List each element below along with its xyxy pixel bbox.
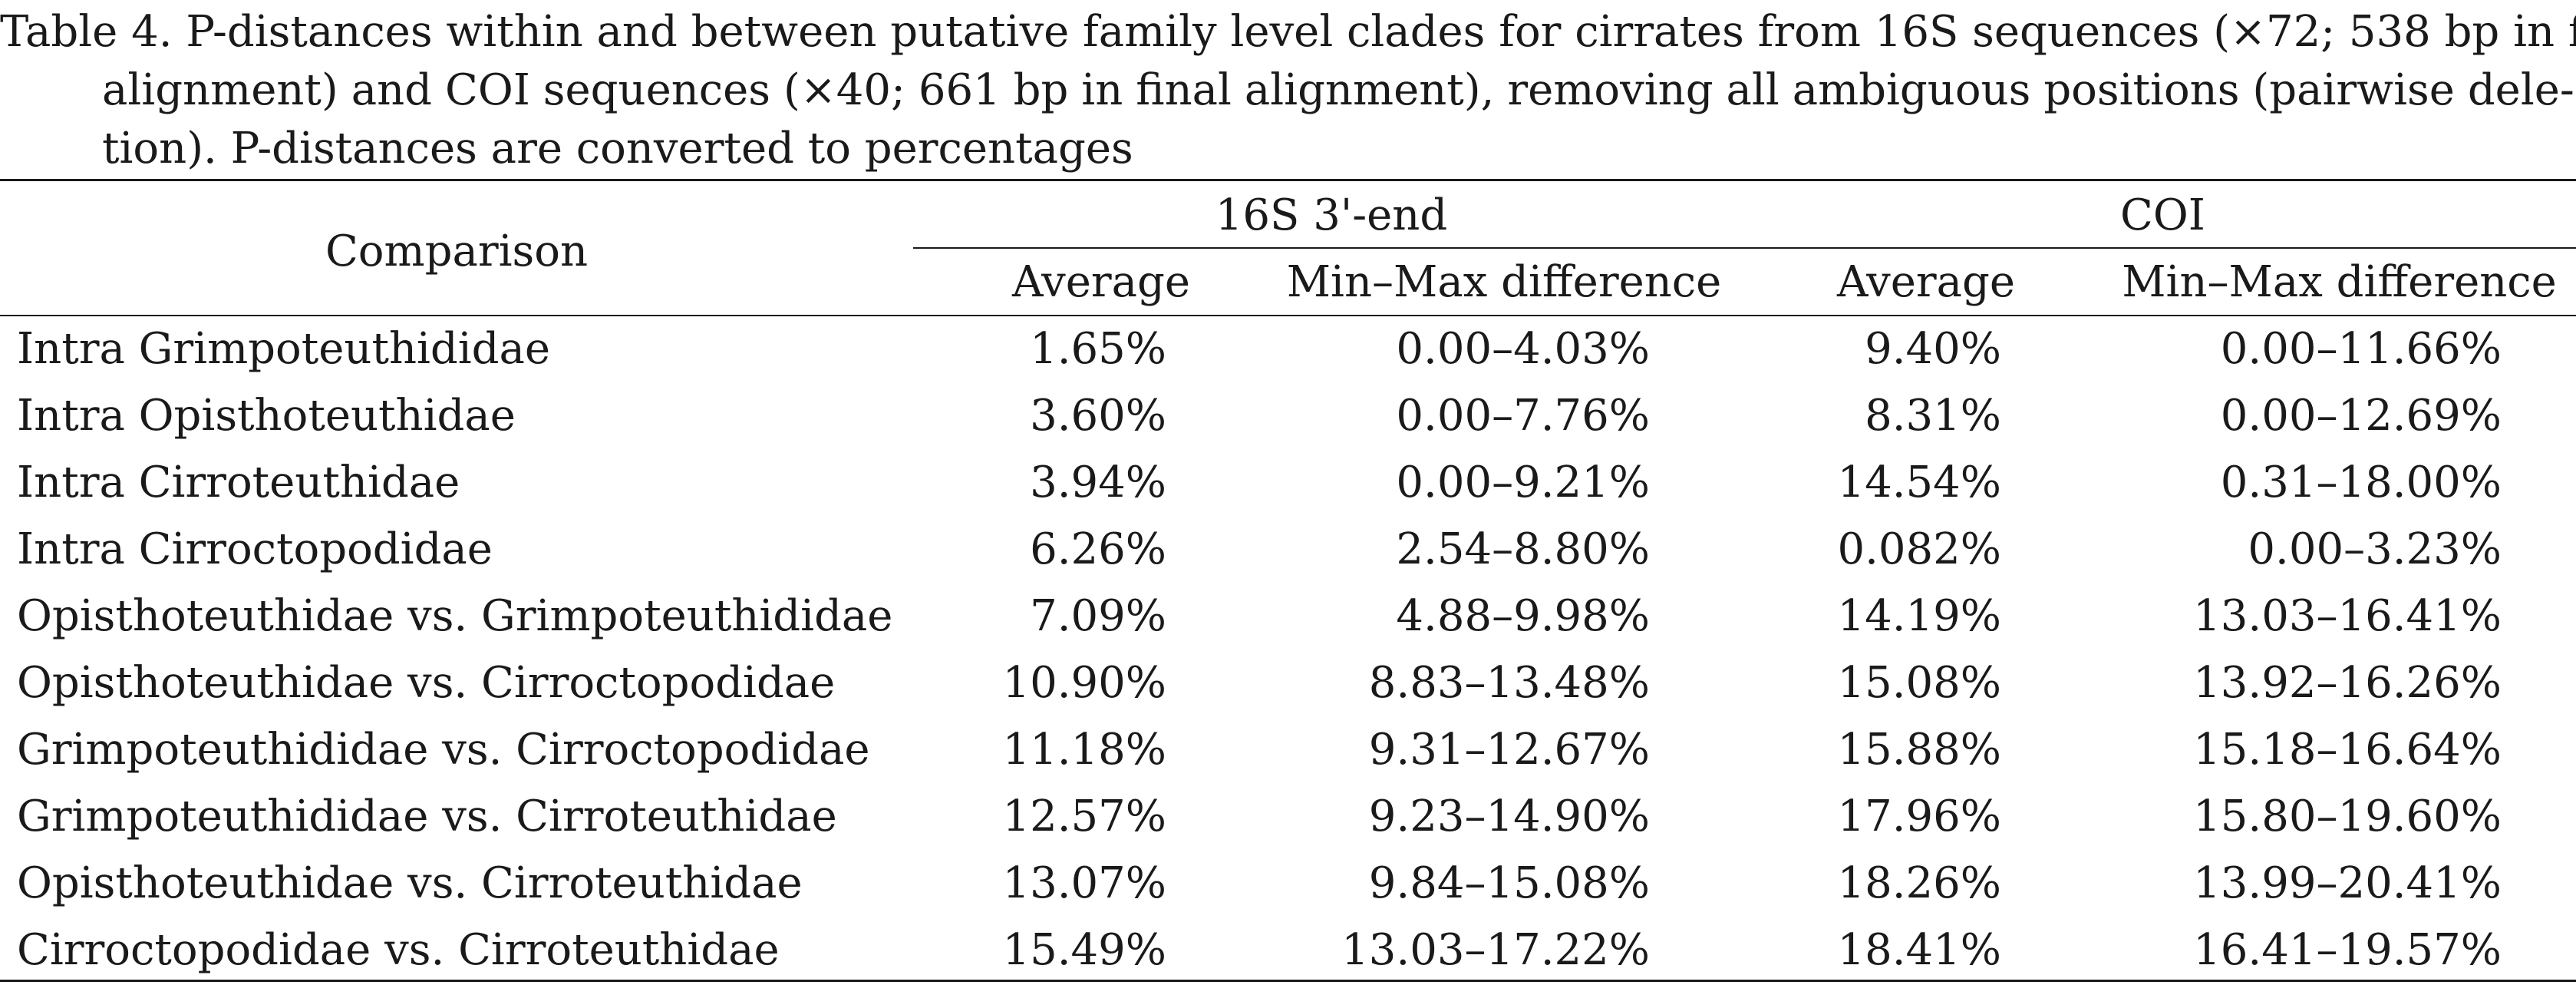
average-coi-cell: 15.88% <box>1837 725 2001 775</box>
minmax-coi-cell: 13.92–16.26% <box>2193 658 2502 708</box>
average-coi-cell: 18.41% <box>1837 925 2001 975</box>
comparison-cell: Cirroctopodidae vs. Cirroteuthidae <box>17 925 780 975</box>
minmax-16s-cell: 8.83–13.48% <box>1368 658 1650 708</box>
minmax-16s-cell: 0.00–7.76% <box>1396 391 1650 441</box>
comparison-cell: Opisthoteuthidae vs. Cirroctopodidae <box>17 658 836 708</box>
caption-word: alignment), <box>1244 65 1495 115</box>
header-minmax-16s: Min–Max difference <box>1286 257 1722 307</box>
caption-word: positions <box>2043 65 2240 115</box>
comparison-cell: Intra Cirroteuthidae <box>17 458 460 507</box>
caption-word: removing <box>1507 65 1713 115</box>
average-16s-cell: 3.94% <box>1030 458 1166 507</box>
comparison-cell: Opisthoteuthidae vs. Grimpoteuthididae <box>17 591 893 641</box>
caption-word: (×40; <box>783 65 905 115</box>
average-16s-cell: 6.26% <box>1030 524 1166 574</box>
average-16s-cell: 1.65% <box>1030 324 1166 374</box>
minmax-coi-cell: 0.00–11.66% <box>2220 324 2502 374</box>
table-bottom-rule <box>0 980 2576 982</box>
table-top-rule <box>0 179 2576 181</box>
caption-word: all <box>1726 65 1779 115</box>
caption-line-3: tion). P-distances are converted to perc… <box>102 124 1133 174</box>
average-16s-cell: 3.60% <box>1030 391 1166 441</box>
minmax-16s-cell: 0.00–9.21% <box>1396 458 1650 507</box>
minmax-16s-cell: 9.23–14.90% <box>1368 792 1650 841</box>
average-16s-cell: 13.07% <box>1002 858 1166 908</box>
comparison-cell: Intra Cirroctopodidae <box>17 524 493 574</box>
average-16s-cell: 12.57% <box>1002 792 1166 841</box>
comparison-cell: Grimpoteuthididae vs. Cirroctopodidae <box>17 725 870 775</box>
comparison-cell: Intra Opisthoteuthidae <box>17 391 516 441</box>
average-coi-cell: 18.26% <box>1837 858 2001 908</box>
header-group-coi: COI <box>2120 190 2205 240</box>
group-header-rule <box>913 247 2576 249</box>
header-bottom-rule <box>0 315 2576 316</box>
caption-word: COI <box>444 65 530 115</box>
minmax-coi-cell: 0.00–12.69% <box>2220 391 2502 441</box>
average-16s-cell: 10.90% <box>1002 658 1166 708</box>
caption-word: alignment) <box>102 65 338 115</box>
header-average-16s: Average <box>1011 257 1191 307</box>
average-coi-cell: 8.31% <box>1865 391 2001 441</box>
minmax-16s-cell: 0.00–4.03% <box>1396 324 1650 374</box>
table-caption: Table 4. P-distances within and between … <box>0 3 2576 178</box>
caption-word: sequences <box>543 65 771 115</box>
minmax-coi-cell: 0.31–18.00% <box>2220 458 2502 507</box>
caption-word: 661 <box>918 65 1001 115</box>
minmax-coi-cell: 13.03–16.41% <box>2193 591 2502 641</box>
minmax-coi-cell: 15.18–16.64% <box>2193 725 2502 775</box>
caption-word: and <box>351 65 433 115</box>
average-coi-cell: 14.54% <box>1837 458 2001 507</box>
average-16s-cell: 15.49% <box>1002 925 1166 975</box>
average-coi-cell: 0.082% <box>1837 524 2001 574</box>
minmax-16s-cell: 2.54–8.80% <box>1396 524 1650 574</box>
header-group-16s: 16S 3'-end <box>1215 190 1448 240</box>
header-average-coi: Average <box>1836 257 2016 307</box>
minmax-coi-cell: 16.41–19.57% <box>2193 925 2502 975</box>
minmax-16s-cell: 9.84–15.08% <box>1368 858 1650 908</box>
caption-word: (pairwise <box>2252 65 2455 115</box>
average-coi-cell: 14.19% <box>1837 591 2001 641</box>
minmax-coi-cell: 13.99–20.41% <box>2193 858 2502 908</box>
average-coi-cell: 17.96% <box>1837 792 2001 841</box>
average-coi-cell: 9.40% <box>1865 324 2001 374</box>
comparison-cell: Opisthoteuthidae vs. Cirroteuthidae <box>17 858 803 908</box>
caption-word: in <box>1081 65 1123 115</box>
caption-word: bp <box>1013 65 1069 115</box>
caption-word: dele- <box>2467 65 2574 115</box>
caption-line-2: alignment) and COI sequences (×40; 661 b… <box>0 61 2576 120</box>
caption-word: final <box>1136 65 1232 115</box>
caption-line-1: Table 4. P-distances within and between … <box>0 7 2576 57</box>
minmax-coi-cell: 0.00–3.23% <box>2248 524 2502 574</box>
minmax-coi-cell: 15.80–19.60% <box>2193 792 2502 841</box>
average-coi-cell: 15.08% <box>1837 658 2001 708</box>
comparison-cell: Grimpoteuthididae vs. Cirroteuthidae <box>17 792 837 841</box>
minmax-16s-cell: 13.03–17.22% <box>1341 925 1650 975</box>
header-minmax-coi: Min–Max difference <box>2122 257 2557 307</box>
minmax-16s-cell: 9.31–12.67% <box>1368 725 1650 775</box>
header-comparison: Comparison <box>325 226 589 276</box>
average-16s-cell: 7.09% <box>1030 591 1166 641</box>
comparison-cell: Intra Grimpoteuthididae <box>17 324 551 374</box>
average-16s-cell: 11.18% <box>1002 725 1166 775</box>
caption-word: ambiguous <box>1792 65 2031 115</box>
minmax-16s-cell: 4.88–9.98% <box>1396 591 1650 641</box>
